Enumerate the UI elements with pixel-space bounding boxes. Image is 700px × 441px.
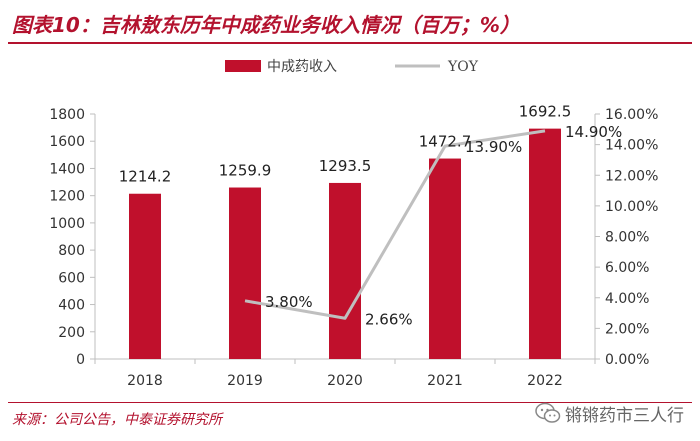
y-right-tick-label: 4.00% bbox=[605, 291, 649, 307]
y-left-tick-label: 1800 bbox=[49, 107, 85, 123]
y-right-tick-label: 6.00% bbox=[605, 260, 649, 276]
bar bbox=[229, 187, 261, 359]
footer-divider bbox=[8, 402, 692, 403]
bar-data-label: 1692.5 bbox=[519, 103, 572, 121]
y-left-tick-label: 1400 bbox=[49, 161, 85, 177]
y-right-tick-label: 2.00% bbox=[605, 321, 649, 337]
x-tick-label: 2020 bbox=[327, 373, 363, 389]
y-right-tick-label: 0.00% bbox=[605, 352, 649, 368]
y-right-tick-label: 8.00% bbox=[605, 230, 649, 246]
legend-swatch-bar bbox=[225, 60, 261, 72]
chart-title: 图表10：吉林敖东历年中成药业务收入情况（百万；%） bbox=[12, 13, 520, 37]
yoy-line bbox=[244, 129, 546, 320]
y-right-tick-label: 10.00% bbox=[605, 199, 658, 215]
yoy-data-label: 13.90% bbox=[465, 138, 522, 156]
x-tick-label: 2022 bbox=[527, 373, 563, 389]
yoy-data-label: 14.90% bbox=[565, 123, 622, 141]
y-left-tick-label: 1200 bbox=[49, 189, 85, 205]
chart-area: 中成药收入 YOY 0 200 400 600 800 1000 1200 1400 1600 180… bbox=[49, 59, 658, 389]
legend-label-bar: 中成药收入 bbox=[267, 59, 337, 75]
bar bbox=[329, 182, 361, 359]
y-left-tick-label: 0 bbox=[76, 352, 85, 368]
source-note: 来源：公司公告，中泰证券研究所 bbox=[12, 412, 222, 428]
y-left-tick-label: 1600 bbox=[49, 134, 85, 150]
wechat-icon bbox=[535, 402, 561, 423]
legend-label-line: YOY bbox=[447, 59, 479, 75]
bar-data-label: 1214.2 bbox=[119, 168, 172, 186]
x-tick-label: 2021 bbox=[427, 373, 463, 389]
yoy-data-label: 3.80% bbox=[265, 293, 313, 311]
y-left-tick-label: 800 bbox=[58, 243, 85, 259]
watermark: 锵锵药市三人行 bbox=[535, 398, 684, 428]
bar bbox=[429, 158, 461, 359]
x-tick-label: 2018 bbox=[127, 373, 163, 389]
y-left-tick-label: 600 bbox=[58, 270, 85, 286]
bar-data-label: 1259.9 bbox=[219, 162, 272, 180]
y-left-tick-label: 400 bbox=[58, 298, 85, 314]
title-bar: 图表10：吉林敖东历年中成药业务收入情况（百万；%） bbox=[0, 0, 700, 44]
y-left-tick-label: 1000 bbox=[49, 216, 85, 232]
x-tick-label: 2019 bbox=[227, 373, 263, 389]
y-right-tick-label: 14.00% bbox=[605, 138, 658, 154]
watermark-text: 锵锵药市三人行 bbox=[565, 405, 684, 426]
y-left-tick-label: 200 bbox=[58, 325, 85, 341]
bar-data-label: 1293.5 bbox=[319, 157, 372, 175]
title-divider bbox=[8, 42, 692, 44]
yoy-data-label: 2.66% bbox=[365, 310, 413, 328]
bar bbox=[529, 128, 561, 359]
bar bbox=[129, 193, 161, 359]
bar-data-label: 1472.7 bbox=[419, 133, 472, 151]
y-right-tick-label: 16.00% bbox=[605, 107, 658, 123]
y-right-tick-label: 12.00% bbox=[605, 168, 658, 184]
